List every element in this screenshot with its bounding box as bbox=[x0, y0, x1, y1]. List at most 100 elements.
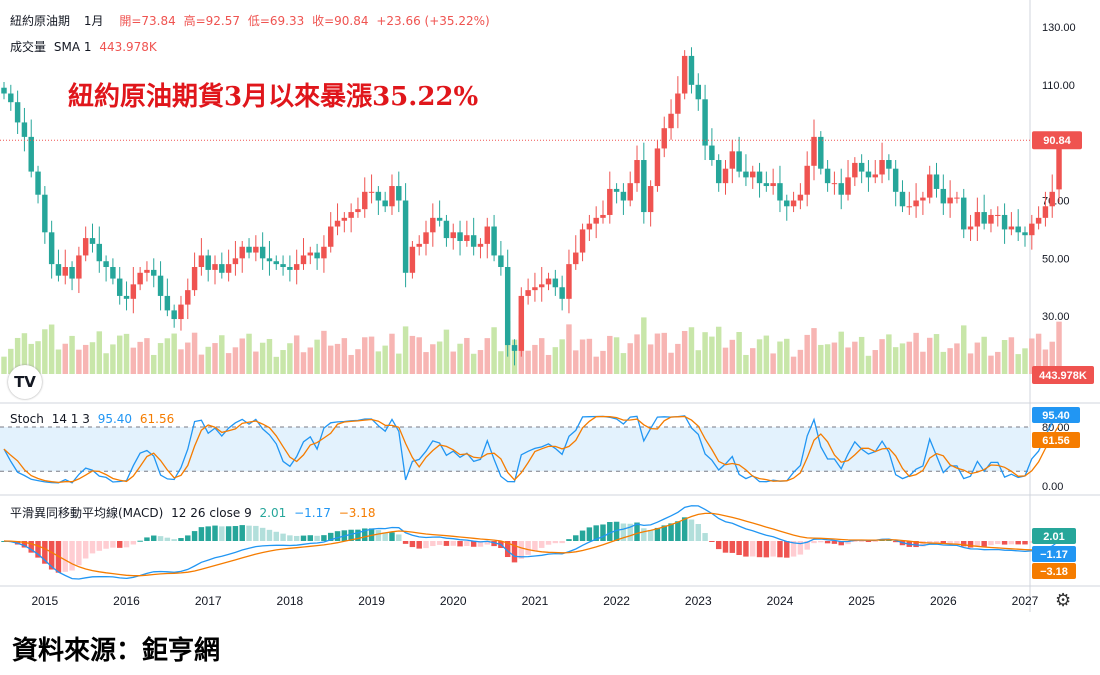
candle-body bbox=[89, 238, 96, 244]
volume-bar bbox=[137, 341, 143, 374]
macd-params: 12 26 close 9 bbox=[171, 506, 252, 520]
macd-hist-bar bbox=[205, 526, 211, 541]
symbol-name[interactable]: 紐約原油期 bbox=[10, 14, 71, 28]
volume-bar bbox=[661, 332, 667, 374]
candle-body bbox=[920, 197, 926, 201]
stoch-band bbox=[0, 427, 1030, 472]
macd-hist-bar bbox=[668, 523, 674, 541]
volume-bar bbox=[831, 342, 838, 374]
candle-body bbox=[702, 99, 708, 146]
volume-bar bbox=[1, 356, 7, 374]
macd-hist-bar bbox=[504, 541, 511, 558]
macd-title: 平滑異同移動平均線(MACD) bbox=[10, 506, 164, 520]
macd-hist-bar bbox=[382, 532, 388, 541]
candle-body bbox=[103, 261, 109, 268]
volume-bar bbox=[232, 347, 239, 374]
volume-title: 成交量 bbox=[10, 40, 47, 54]
high-value: 高=92.57 bbox=[183, 14, 240, 28]
candle-body bbox=[470, 235, 477, 247]
candle-body bbox=[504, 267, 511, 346]
macd-hist-bar bbox=[423, 541, 429, 549]
candle-body bbox=[906, 206, 913, 208]
volume-bar bbox=[219, 335, 225, 374]
volume-bar bbox=[852, 341, 858, 374]
volume-bar bbox=[164, 338, 171, 374]
volume-bar bbox=[926, 337, 933, 374]
macd-hist-bar bbox=[28, 541, 34, 553]
macd-hist-bar bbox=[566, 539, 572, 541]
volume-bar bbox=[151, 354, 157, 374]
candle-body bbox=[450, 232, 456, 239]
candle-body bbox=[293, 264, 300, 270]
macd-hist-bar bbox=[1008, 541, 1015, 545]
macd-hist-bar bbox=[82, 541, 89, 559]
volume-bar bbox=[1042, 349, 1049, 374]
macd-hist-bar bbox=[327, 532, 334, 541]
macd-hist-bar bbox=[21, 541, 28, 548]
volume-bar bbox=[668, 352, 674, 374]
volume-bar bbox=[205, 346, 211, 374]
candle-body bbox=[981, 212, 987, 224]
candle-body bbox=[831, 183, 838, 185]
volume-bar bbox=[797, 349, 804, 374]
volume-bar bbox=[423, 352, 429, 374]
macd-hist-bar bbox=[552, 541, 559, 544]
macd-hist-bar bbox=[1015, 541, 1021, 545]
tradingview-logo[interactable]: TV bbox=[8, 365, 42, 399]
volume-bar bbox=[824, 344, 831, 374]
volume-bar bbox=[709, 336, 715, 374]
candle-body bbox=[995, 214, 1001, 216]
volume-bar bbox=[239, 338, 245, 374]
volume-bar bbox=[368, 336, 375, 374]
candle-body bbox=[593, 217, 599, 224]
macd-hist-bar bbox=[477, 541, 484, 547]
volume-bar bbox=[382, 345, 388, 374]
macd-legend: 平滑異同移動平均線(MACD) 12 26 close 9 2.01 −1.17… bbox=[10, 504, 379, 521]
x-tick-label: 2019 bbox=[358, 594, 385, 608]
candle-body bbox=[144, 269, 150, 273]
volume-bar bbox=[198, 354, 205, 374]
volume-bar bbox=[1049, 341, 1055, 374]
volume-bar bbox=[729, 339, 736, 374]
volume-bar bbox=[845, 347, 851, 374]
volume-bar bbox=[307, 347, 314, 374]
interval-label[interactable]: 1月 bbox=[83, 14, 104, 28]
candle-body bbox=[695, 84, 702, 100]
macd-hist-bar bbox=[974, 541, 981, 547]
candle-body bbox=[824, 168, 831, 184]
volume-bar bbox=[913, 332, 919, 374]
volume-bar bbox=[974, 342, 981, 374]
candle-body bbox=[130, 284, 137, 299]
stoch-d-tag: 61.56 bbox=[1042, 435, 1070, 447]
candle-body bbox=[784, 200, 790, 207]
volume-bar bbox=[130, 347, 137, 374]
candle-body bbox=[1049, 191, 1055, 207]
volume-bar bbox=[743, 354, 749, 374]
macd-hist-bar bbox=[266, 529, 273, 541]
volume-bar bbox=[89, 342, 96, 374]
candle-body bbox=[477, 243, 484, 247]
stoch-k-value: 95.40 bbox=[97, 412, 133, 426]
volume-bar bbox=[1022, 348, 1028, 374]
candle-body bbox=[858, 162, 865, 172]
close-value: 收=90.84 bbox=[312, 14, 369, 28]
candle-body bbox=[681, 55, 688, 94]
stoch-k-tag-bg bbox=[1032, 407, 1080, 423]
volume-bar bbox=[82, 344, 89, 374]
macd-hist-bar bbox=[634, 522, 640, 541]
candle-body bbox=[1001, 214, 1008, 230]
volume-bar bbox=[144, 338, 150, 374]
volume-bar bbox=[954, 343, 960, 374]
macd-hist-bar bbox=[362, 528, 368, 541]
x-tick-label: 2015 bbox=[31, 594, 58, 608]
candle-body bbox=[566, 264, 572, 299]
macd-hist-bar bbox=[995, 541, 1001, 545]
volume-bar bbox=[1029, 338, 1035, 374]
candle-body bbox=[872, 174, 878, 178]
stoch-d-tag-bg bbox=[1032, 432, 1080, 448]
volume-bar bbox=[327, 345, 334, 374]
candle-body bbox=[55, 264, 62, 276]
macd-hist-bar bbox=[389, 532, 395, 541]
macd-hist-bar bbox=[484, 541, 490, 545]
gear-icon[interactable]: ⚙ bbox=[1055, 590, 1072, 611]
